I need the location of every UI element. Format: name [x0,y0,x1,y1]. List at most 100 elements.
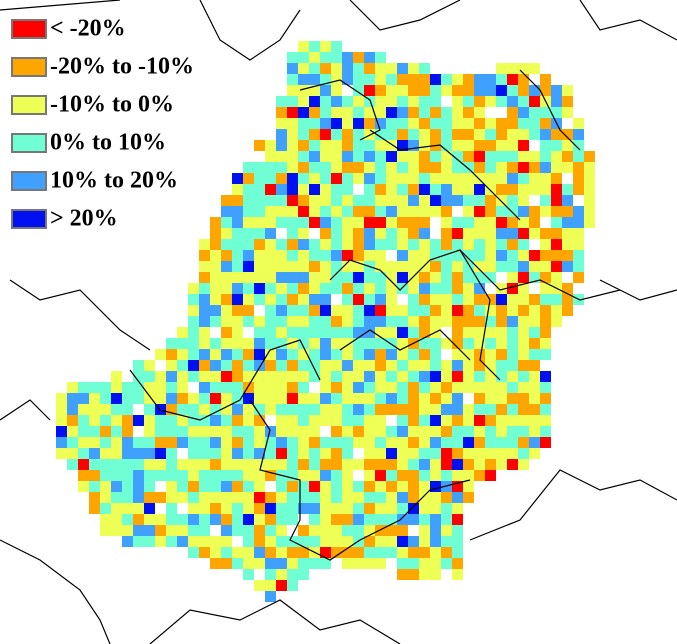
grid-cell [364,547,375,558]
grid-cell [353,547,364,558]
grid-cell [551,250,562,261]
grid-cell [276,426,287,437]
grid-cell [320,404,331,415]
grid-cell [496,371,507,382]
grid-cell [309,327,320,338]
grid-cell [507,294,518,305]
grid-cell [408,151,419,162]
grid-cell [364,107,375,118]
grid-cell [265,305,276,316]
grid-cell [221,217,232,228]
grid-cell [463,426,474,437]
grid-cell [166,470,177,481]
grid-cell [243,305,254,316]
grid-cell [386,338,397,349]
grid-cell [430,129,441,140]
grid-cell [243,459,254,470]
grid-cell [56,437,67,448]
grid-cell [562,250,573,261]
grid-cell [430,272,441,283]
grid-cell [265,338,276,349]
grid-cell [199,536,210,547]
grid-cell [375,382,386,393]
grid-cell [342,217,353,228]
grid-cell [419,437,430,448]
grid-cell [276,371,287,382]
grid-cell [221,305,232,316]
grid-cell [540,349,551,360]
grid-cell [177,459,188,470]
grid-cell [287,547,298,558]
grid-cell [463,173,474,184]
grid-cell [540,118,551,129]
grid-cell [342,305,353,316]
grid-cell [276,195,287,206]
grid-cell [353,239,364,250]
grid-cell [100,393,111,404]
grid-cell [144,404,155,415]
border-line [469,469,677,541]
grid-cell [320,85,331,96]
grid-cell [518,140,529,151]
grid-cell [232,470,243,481]
grid-cell [419,305,430,316]
grid-cell [265,503,276,514]
legend: < -20%-20% to -10%-10% to 0%0% to 10%10%… [11,16,194,232]
grid-cell [221,261,232,272]
grid-cell [166,404,177,415]
grid-cell [452,360,463,371]
grid-cell [386,470,397,481]
grid-cell [243,283,254,294]
grid-cell [276,217,287,228]
grid-cell [243,261,254,272]
grid-cell [496,415,507,426]
grid-cell [100,404,111,415]
grid-cell [375,360,386,371]
grid-cell [408,96,419,107]
grid-cell [551,129,562,140]
grid-cell [375,404,386,415]
grid-cell [518,228,529,239]
grid-cell [353,393,364,404]
grid-cell [210,283,221,294]
grid-cell [331,327,342,338]
grid-cell [210,492,221,503]
grid-cell [188,283,199,294]
grid-cell [298,393,309,404]
grid-cell [485,459,496,470]
grid-cell [155,470,166,481]
grid-cell [353,338,364,349]
grid-cell [276,294,287,305]
grid-cell [221,503,232,514]
grid-cell [276,96,287,107]
grid-cell [254,195,265,206]
grid-cell [243,250,254,261]
grid-cell [254,536,265,547]
grid-cell [111,404,122,415]
grid-cell [133,470,144,481]
grid-cell [386,294,397,305]
grid-cell [89,426,100,437]
grid-cell [573,206,584,217]
grid-cell [353,404,364,415]
grid-cell [243,382,254,393]
grid-cell [265,228,276,239]
grid-cell [419,360,430,371]
grid-cell [386,349,397,360]
grid-cell [496,85,507,96]
grid-cell [188,404,199,415]
grid-cell [430,503,441,514]
grid-cell [375,74,386,85]
grid-cell [496,96,507,107]
grid-cell [287,63,298,74]
grid-cell [463,305,474,316]
grid-cell [232,360,243,371]
grid-cell [419,327,430,338]
grid-cell [210,349,221,360]
grid-cell [551,294,562,305]
grid-cell [331,118,342,129]
grid-cell [265,140,276,151]
grid-cell [507,85,518,96]
grid-cell [287,492,298,503]
grid-cell [485,294,496,305]
